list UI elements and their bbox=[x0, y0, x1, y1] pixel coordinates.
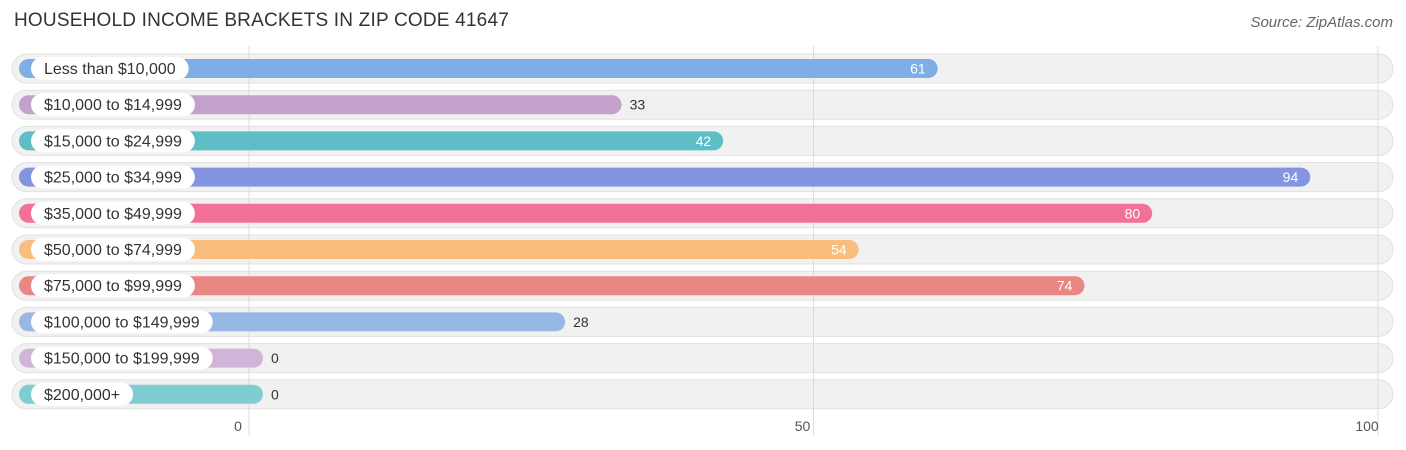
value-label: 33 bbox=[630, 97, 646, 113]
category-label: $75,000 to $99,999 bbox=[44, 278, 182, 295]
category-label-pill bbox=[31, 346, 213, 370]
category-label-pill bbox=[31, 238, 195, 261]
category-label: $10,000 to $14,999 bbox=[44, 97, 182, 114]
value-label: 0 bbox=[271, 350, 279, 366]
value-label: 74 bbox=[1057, 278, 1073, 294]
category-label: $35,000 to $49,999 bbox=[44, 206, 182, 223]
row-background bbox=[11, 379, 1394, 410]
bar[interactable] bbox=[19, 276, 1085, 296]
category-label-pill bbox=[31, 274, 195, 298]
category-label: $25,000 to $34,999 bbox=[44, 170, 182, 187]
value-label: 0 bbox=[271, 386, 279, 402]
category-label-pill bbox=[31, 93, 195, 117]
category-label-pill bbox=[31, 201, 195, 225]
value-label: 54 bbox=[831, 242, 847, 258]
category-label-pill bbox=[31, 129, 195, 153]
category-label: Less than $10,000 bbox=[44, 61, 176, 78]
value-label: 94 bbox=[1283, 169, 1299, 185]
category-label-pill bbox=[31, 382, 134, 406]
bar[interactable] bbox=[19, 203, 1153, 223]
x-tick-label: 50 bbox=[795, 418, 811, 434]
bar[interactable] bbox=[19, 167, 1311, 187]
category-label: $100,000 to $149,999 bbox=[44, 314, 200, 331]
category-label-pill bbox=[31, 165, 195, 189]
category-label-pill bbox=[31, 57, 189, 80]
category-label-pill bbox=[31, 310, 213, 334]
value-label: 42 bbox=[696, 133, 712, 149]
bar[interactable] bbox=[19, 131, 724, 151]
category-label: $150,000 to $199,999 bbox=[44, 351, 200, 368]
category-label: $15,000 to $24,999 bbox=[44, 133, 182, 150]
chart-title: HOUSEHOLD INCOME BRACKETS IN ZIP CODE 41… bbox=[14, 10, 509, 31]
bar[interactable] bbox=[19, 59, 938, 78]
category-label: $50,000 to $74,999 bbox=[44, 242, 182, 259]
bar[interactable] bbox=[19, 240, 859, 259]
x-tick-label: 100 bbox=[1355, 418, 1379, 434]
source-label: Source: ZipAtlas.com bbox=[1250, 14, 1393, 31]
value-label: 80 bbox=[1125, 205, 1141, 221]
category-label: $200,000+ bbox=[44, 387, 120, 404]
value-label: 28 bbox=[573, 314, 589, 330]
value-label: 61 bbox=[910, 61, 926, 77]
row-background bbox=[11, 343, 1394, 374]
x-tick-label: 0 bbox=[234, 418, 242, 434]
